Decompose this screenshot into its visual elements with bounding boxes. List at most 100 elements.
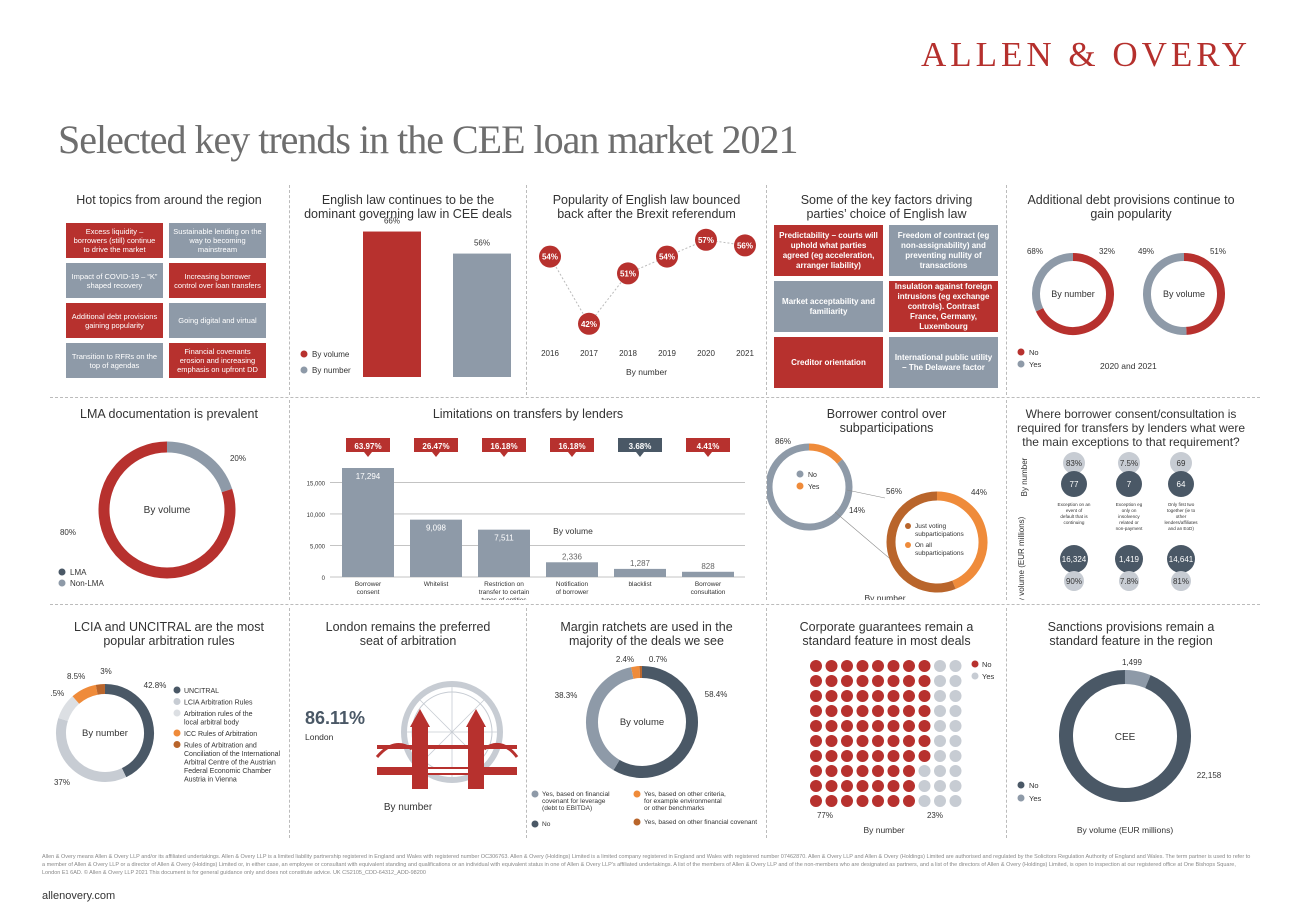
guarantee-dot xyxy=(841,735,853,747)
bubble-main xyxy=(1168,471,1194,497)
guarantee-dot xyxy=(887,765,900,777)
guarantee-dot xyxy=(872,660,884,672)
topic-box: Creditor orientation xyxy=(774,337,883,388)
bubble-label: 1,419 xyxy=(1119,555,1140,564)
percent-tag-label: 4.41% xyxy=(697,442,720,451)
legend-dot xyxy=(905,523,911,529)
sub-donut-detail-slice xyxy=(936,491,988,589)
guarantee-dot xyxy=(825,795,838,807)
legend-dot xyxy=(173,686,181,694)
point-label: 54% xyxy=(659,253,675,262)
lma-donut-slice xyxy=(166,441,233,493)
guarantee-dot xyxy=(949,705,962,717)
chart-note: By volume (EUR millions) xyxy=(1077,825,1174,835)
guarantee-dot xyxy=(918,795,931,807)
trend-line xyxy=(549,239,746,325)
guarantee-dot xyxy=(934,780,946,792)
legend-dot xyxy=(173,698,181,705)
bubble-top xyxy=(1170,452,1192,474)
london-panel: London remains the preferred seat of arb… xyxy=(290,612,526,842)
point-label: 51% xyxy=(620,269,636,278)
consent-exceptions-chart: By number By volume (EUR millions) 83% 77 Ex… xyxy=(1017,452,1198,600)
guarantee-dot xyxy=(949,780,962,792)
legend-label: Yes, based on other financial covenant xyxy=(644,819,757,826)
guarantee-dot xyxy=(872,795,884,807)
chart-note: By volume xyxy=(553,526,593,536)
panel-title: London remains the preferred seat of arb… xyxy=(325,620,491,648)
guarantee-dot xyxy=(918,675,931,687)
x-category-label: consultation xyxy=(691,589,726,596)
x-category-label: Notification xyxy=(556,581,589,588)
point-label: 54% xyxy=(542,253,558,262)
divider xyxy=(526,185,527,395)
bar xyxy=(682,571,734,577)
guarantee-dot xyxy=(903,705,915,717)
percent-tag xyxy=(686,438,730,457)
data-point xyxy=(695,228,717,251)
panel-title: Popularity of English law bounced back a… xyxy=(552,193,741,221)
divider xyxy=(1006,608,1007,838)
guarantee-dot xyxy=(949,750,962,762)
legend-label: Yes xyxy=(1029,794,1041,803)
x-tick-label: 2021 xyxy=(736,349,754,358)
caption-label: other xyxy=(1176,514,1187,519)
x-tick-label: 2018 xyxy=(619,349,637,358)
lma-donut-slice xyxy=(98,441,236,579)
guarantee-dot xyxy=(825,765,838,777)
transfers-panel: Limitations on transfers by lenders 15,0… xyxy=(290,402,766,600)
x-category-label: Borrower xyxy=(695,581,722,588)
legend-label: No xyxy=(982,660,992,669)
bubble-volume-pct xyxy=(1064,571,1084,591)
guarantee-dot xyxy=(872,675,884,687)
topic-box: Increasing borrower control over loan tr… xyxy=(169,263,266,298)
website-link[interactable]: allenovery.com xyxy=(42,890,116,902)
row-label: By volume (EUR millions) xyxy=(1017,516,1026,600)
guarantee-dot xyxy=(934,735,946,747)
guarantee-dot xyxy=(856,660,869,672)
legend-dot xyxy=(1017,360,1025,368)
topic-box: Insulation against foreign intrusions (e… xyxy=(889,281,998,332)
page-title: Selected key trends in the CEE loan mark… xyxy=(58,117,798,162)
guarantee-dot xyxy=(856,735,869,747)
topic-box: Predictability – courts will uphold what… xyxy=(774,225,883,276)
x-category-label: types of entities xyxy=(481,597,527,600)
y-tick-label: 0 xyxy=(322,576,326,582)
guarantee-dot xyxy=(856,765,869,777)
legend-dot xyxy=(1017,781,1025,789)
legend-label: Yes, based on financial xyxy=(542,791,610,798)
transfers-bar-chart: 15,00010,0005,000017,29463.97%Borrowerco… xyxy=(307,438,745,600)
panel-title: Margin ratchets are used in the majority… xyxy=(560,620,733,648)
guarantee-dot xyxy=(918,750,931,762)
bar-label: 66% xyxy=(384,217,400,226)
guarantee-dot xyxy=(934,795,946,807)
guarantee-dot xyxy=(949,795,962,807)
guarantee-dot xyxy=(872,705,884,717)
guarantee-dot xyxy=(887,705,900,717)
chart-note: By number xyxy=(864,593,905,600)
guarantee-dot xyxy=(841,765,853,777)
arbitration-donut: By number 42.8% 37% 8.5%8.5% 3% UNCITRAL LCIA … xyxy=(50,667,281,787)
point-label: 42% xyxy=(581,320,597,329)
percent-tag xyxy=(618,438,662,457)
guarantee-dot xyxy=(810,795,822,807)
legend-label: Conciliation of the International xyxy=(184,751,281,758)
topic-box: Sustainable lending on the way to becomi… xyxy=(169,223,266,258)
guarantee-dot xyxy=(810,750,822,762)
guarantee-dot xyxy=(887,750,900,762)
tower-bridge-illustration xyxy=(375,681,519,789)
percent-tag xyxy=(482,438,526,457)
divider xyxy=(1006,185,1007,395)
bar-value-label: 7,511 xyxy=(494,534,514,543)
guarantee-dot xyxy=(903,765,915,777)
bar xyxy=(363,231,421,377)
guarantee-dot xyxy=(841,720,853,732)
guarantee-dot xyxy=(810,675,822,687)
guarantee-dot xyxy=(841,780,853,792)
brexit-panel: Popularity of English law bounced back a… xyxy=(527,190,766,390)
panel-title: Where borrower consent/consultation is r… xyxy=(1016,407,1246,449)
topic-box: Freedom of contract (eg non-assignabilit… xyxy=(889,225,998,276)
guarantee-dot xyxy=(872,750,884,762)
guarantee-dot xyxy=(856,705,869,717)
lma-donut: By volume 80% 20% LMA Non-LMA xyxy=(58,441,246,588)
percent-label: 23% xyxy=(927,811,943,820)
